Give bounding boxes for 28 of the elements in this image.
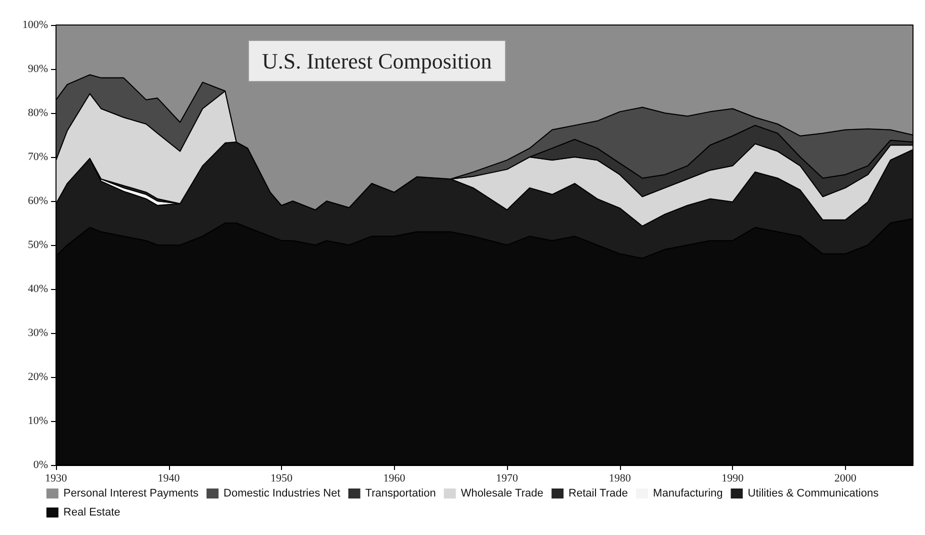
x-tick-label: 2000	[834, 472, 857, 484]
y-tick-label: 50%	[28, 239, 48, 251]
legend-label: Wholesale Trade	[460, 488, 544, 500]
y-tick-label: 0%	[33, 459, 48, 471]
legend-label: Utilities & Communications	[748, 488, 880, 500]
y-tick-label: 20%	[28, 371, 48, 383]
legend-label: Retail Trade	[568, 488, 628, 500]
y-tick-label: 80%	[28, 107, 48, 119]
x-tick-label: 1960	[383, 472, 406, 484]
x-tick-label: 1970	[496, 472, 519, 484]
y-tick-label: 60%	[28, 195, 48, 207]
y-tick-label: 40%	[28, 283, 48, 295]
y-tick-label: 90%	[28, 63, 48, 75]
text: U.S. Interest Composition	[262, 48, 492, 74]
x-tick-label: 1990	[722, 472, 744, 484]
legend-label: Domestic Industries Net	[224, 488, 340, 500]
legend-label: Transportation	[365, 488, 436, 500]
legend-label: Real Estate	[63, 506, 120, 518]
x-tick-label: 1950	[270, 472, 294, 484]
x-tick-label: 1940	[158, 472, 180, 484]
legend-label: Personal Interest Payments	[63, 488, 200, 500]
legend-label: Manufacturing	[653, 488, 723, 500]
y-tick-label: 100%	[22, 19, 48, 31]
y-tick-label: 70%	[28, 151, 48, 163]
y-tick-label: 30%	[28, 327, 48, 339]
x-tick-label: 1930	[45, 472, 68, 484]
x-tick-label: 1980	[608, 472, 632, 484]
y-tick-label: 10%	[28, 415, 48, 427]
